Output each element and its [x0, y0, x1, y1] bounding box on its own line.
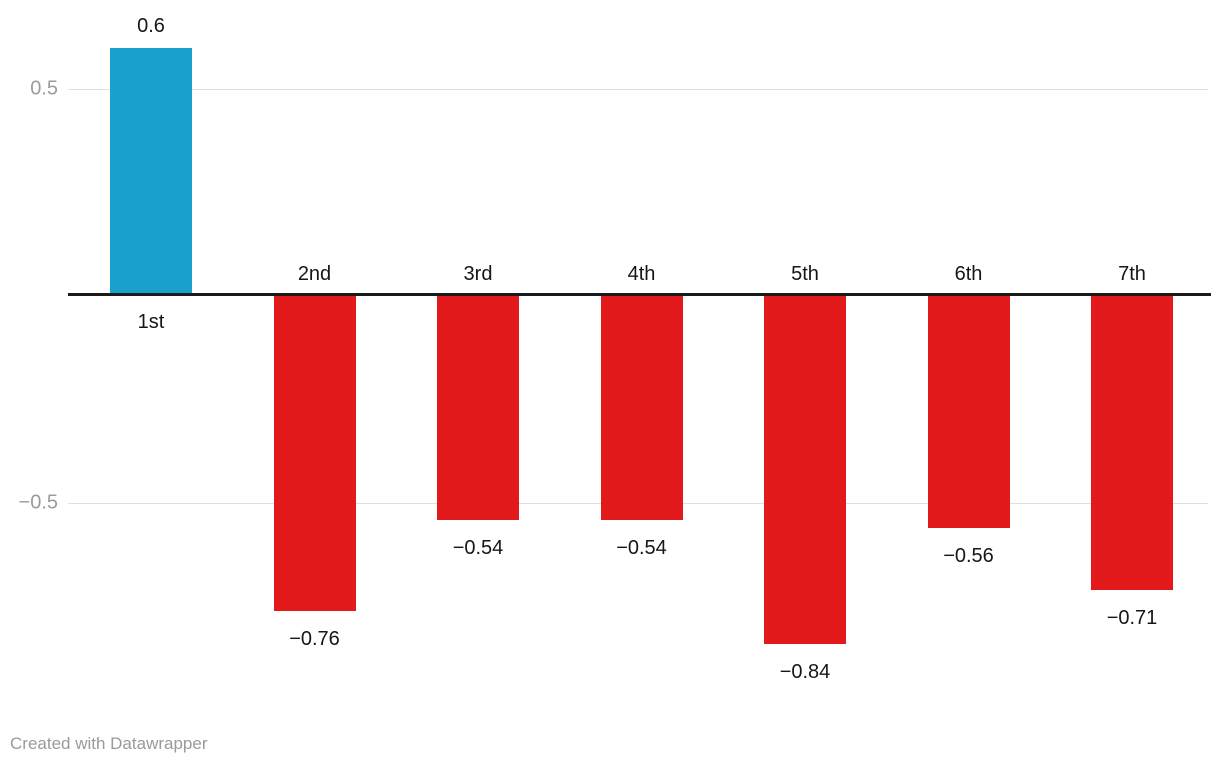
- category-label: 1st: [137, 311, 165, 333]
- bar-6th[interactable]: [927, 296, 1010, 528]
- bar-5th[interactable]: [764, 296, 846, 644]
- category-label: 4th: [627, 263, 656, 285]
- value-label: −0.84: [779, 660, 831, 683]
- bar-7th[interactable]: [1091, 296, 1173, 590]
- value-label: −0.71: [1106, 606, 1158, 629]
- bar-3rd[interactable]: [437, 296, 519, 520]
- y-tick-label: 0.5: [30, 77, 58, 100]
- value-label: 0.6: [137, 14, 165, 37]
- attribution-text: Created with Datawrapper: [10, 734, 208, 753]
- category-label: 3rd: [463, 263, 493, 285]
- value-label: −0.54: [616, 536, 667, 559]
- bar-1st[interactable]: [110, 47, 192, 296]
- y-gridline: [68, 88, 1208, 90]
- x-axis-baseline: [68, 293, 1211, 296]
- category-label: 7th: [1118, 263, 1146, 285]
- category-label: 5th: [791, 263, 819, 285]
- category-label: 2nd: [297, 263, 332, 285]
- bar-2nd[interactable]: [273, 296, 356, 611]
- category-label: 6th: [954, 263, 983, 285]
- value-label: −0.54: [452, 536, 504, 559]
- value-label: −0.56: [943, 544, 994, 567]
- value-label: −0.76: [289, 627, 340, 650]
- y-tick-label: −0.5: [18, 491, 58, 514]
- bar-4th[interactable]: [600, 296, 683, 520]
